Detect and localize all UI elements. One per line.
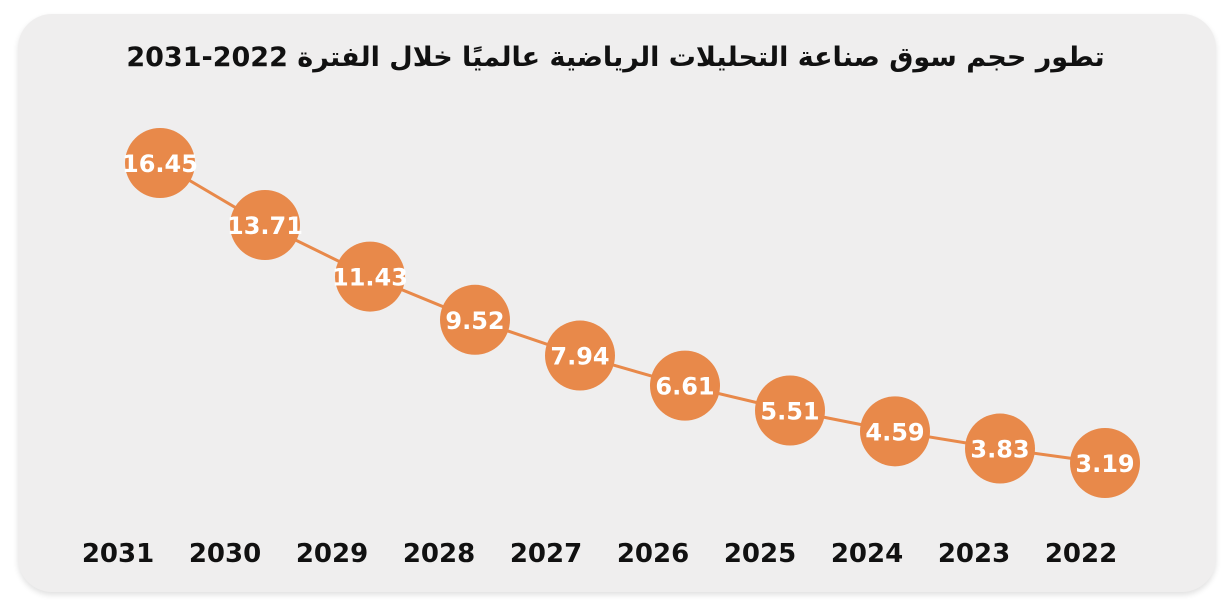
data-label-2023: 3.83 — [970, 436, 1029, 464]
chart-card — [18, 14, 1216, 592]
x-tick-label-2031: 2031 — [82, 539, 154, 569]
data-label-2024: 4.59 — [865, 418, 924, 446]
data-point-2025 — [755, 375, 825, 446]
chart-title: تطور حجم سوق صناعة التحليلات الرياضية عا… — [126, 42, 1105, 73]
data-point-2027 — [545, 320, 615, 391]
data-point-2031 — [125, 128, 195, 198]
data-label-2031: 16.45 — [122, 150, 198, 178]
data-label-2029: 11.43 — [332, 264, 408, 292]
data-point-2030 — [230, 189, 300, 260]
data-label-2026: 6.61 — [655, 373, 714, 401]
series-line-layer — [159, 161, 1106, 465]
x-axis-labels: 2031 2030 2029 2028 2027 2026 2025 2024 2023 2022 — [82, 539, 1117, 569]
x-tick-label-2027: 2027 — [510, 539, 582, 569]
x-tick-label-2029: 2029 — [296, 539, 368, 569]
data-label-2025: 5.51 — [760, 398, 819, 426]
x-tick-label-2028: 2028 — [403, 539, 475, 569]
data-label-2027: 7.94 — [550, 343, 609, 371]
data-label-2030: 13.71 — [227, 212, 303, 240]
series-line — [159, 161, 1106, 465]
data-point-2024 — [860, 396, 930, 467]
data-point-2026 — [650, 350, 720, 421]
x-tick-label-2030: 2030 — [189, 539, 261, 569]
data-point-2023 — [965, 413, 1035, 484]
data-label-2022: 3.19 — [1075, 450, 1134, 478]
x-tick-label-2024: 2024 — [831, 539, 903, 569]
data-label-2028: 9.52 — [445, 307, 504, 335]
data-markers-layer: 16.45 13.71 11.43 9.52 7.94 6.61 5.51 4.59 3.83 3… — [122, 128, 1140, 498]
data-point-2028 — [440, 284, 510, 355]
data-point-2022 — [1070, 428, 1140, 498]
x-tick-label-2025: 2025 — [724, 539, 796, 569]
x-tick-label-2026: 2026 — [617, 539, 689, 569]
x-tick-label-2023: 2023 — [938, 539, 1010, 569]
data-point-2029 — [335, 241, 405, 312]
x-tick-label-2022: 2022 — [1045, 539, 1117, 569]
